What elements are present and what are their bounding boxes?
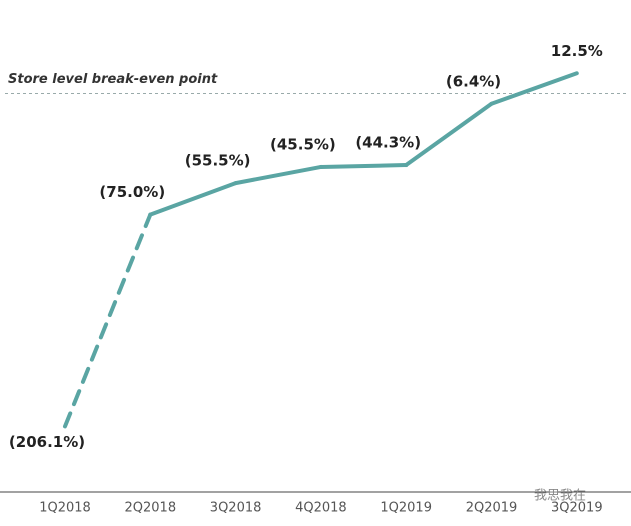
data-label: (44.3%) [355,134,421,152]
x-tick-label: 2Q2018 [125,501,177,516]
data-label: (55.5%) [185,152,251,170]
watermark: 我思我在 [534,489,586,504]
line-segment [148,181,238,217]
line-segment [63,212,153,429]
break-even-label: Store level break-even point [8,72,218,87]
data-label: (6.4%) [446,72,501,90]
x-tick-label: 4Q2018 [295,501,347,516]
x-tick-label: 3Q2019 [551,501,603,516]
line-segment [404,101,494,168]
data-label: 12.5% [551,42,603,60]
data-label: (206.1%) [9,433,85,451]
data-label: (75.0%) [99,183,165,201]
line-segment [233,164,323,186]
line-segment [318,163,409,169]
x-tick-label: 1Q2019 [380,501,432,516]
x-tick-label: 2Q2019 [466,501,518,516]
x-tick-label: 3Q2018 [210,501,262,516]
line-segment [489,71,579,106]
x-tick-label: 1Q2018 [39,501,91,516]
data-label: (45.5%) [270,135,336,153]
